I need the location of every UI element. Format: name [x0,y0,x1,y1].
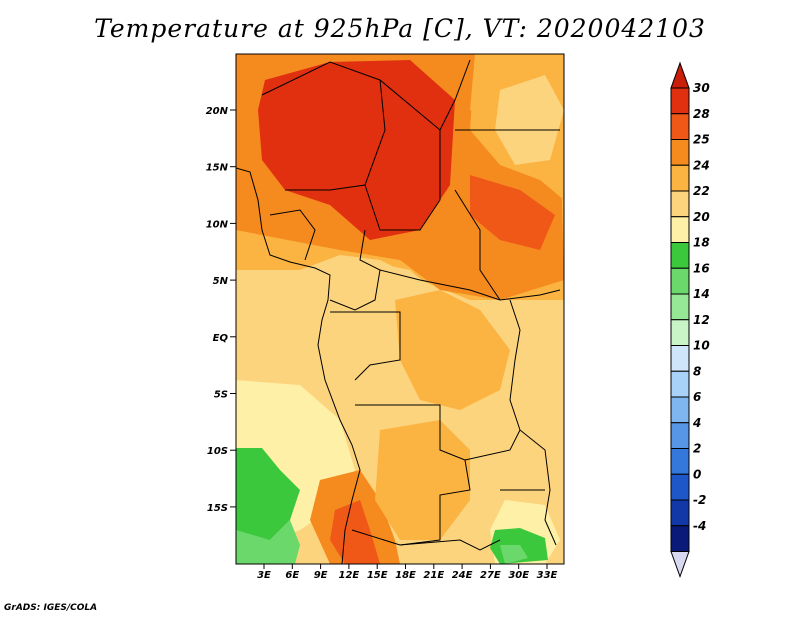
lon-tick-label: 15E [367,570,388,581]
colorbar-segment [670,525,690,552]
lat-tick-label: 10N [206,219,229,230]
lat-tick-label: 5N [213,276,229,287]
lon-tick-label: 9E [314,570,328,581]
colorbar-segment [670,190,690,218]
colorbar-segment [670,87,690,115]
colorbar-segment [670,319,690,346]
colorbar-max-arrow [670,61,690,89]
colorbar-segment [670,113,690,140]
colorbar-segment [670,473,690,501]
colorbar-segment [670,139,690,166]
lon-tick-label: 24E [452,570,473,581]
lat-tick-label: 10S [207,446,228,457]
colorbar-segment [670,293,690,321]
colorbar-label: 14 [693,287,710,301]
colorbar-min-arrow [670,551,690,578]
colorbar-segment [670,370,690,398]
colorbar-label: 30 [693,81,710,95]
map-frame [235,53,565,565]
colorbar-segment [670,499,690,527]
colorbar-segment [670,422,690,449]
temperature-field [236,54,564,564]
colorbar-label: 8 [693,364,701,378]
colorbar-label: 10 [693,339,710,353]
lat-tick-label: 20N [206,106,229,117]
latitude-axis: 20N 15N 10N 5N EQ 5S 10S 15S [206,106,236,514]
lat-tick-label: 15S [207,503,228,514]
colorbar-label: -4 [693,519,706,533]
lon-tick-label: 21E [423,570,444,581]
colorbar-segment [670,267,690,295]
lon-tick-label: 30E [508,570,529,581]
colorbar-label: 22 [693,184,710,198]
colorbar-label: -2 [693,493,706,507]
colorbar-label: 4 [692,416,701,430]
colorbar-label: 16 [693,261,710,275]
lon-tick-label: 3E [257,570,271,581]
colorbar-segment [670,345,690,372]
colorbar-label: 28 [693,107,710,121]
lon-tick-label: 12E [339,570,360,581]
colorbar-label: 2 [693,442,701,456]
longitude-axis: 3E 6E 9E 12E 15E 18E 21E 24E 27E 30E 33E [257,564,558,581]
boundaries [236,59,561,564]
lat-tick-label: 15N [206,163,229,174]
colorbar-segment [670,216,690,243]
lon-tick-label: 6E [285,570,299,581]
colorbar-label: 12 [693,313,710,327]
map-title: Temperature at 925hPa [C], VT: 202004210… [94,14,706,43]
grads-credit: GrADS: IGES/COLA [4,603,98,613]
colorbar-segment [670,396,690,424]
lon-tick-label: 27E [480,570,501,581]
colorbar-label: 18 [693,236,710,250]
colorbar-label: 25 [693,133,710,147]
colorbar-label: 0 [693,467,701,481]
lon-tick-label: 18E [395,570,416,581]
colorbar-segment [670,448,690,475]
colorbar-segment [670,242,690,269]
colorbar-label: 20 [693,210,710,224]
lon-tick-label: 33E [537,570,558,581]
colorbar-label: 6 [693,390,701,404]
lat-tick-label: 5S [214,390,228,401]
colorbar-segment [670,164,690,192]
lat-tick-label: EQ [213,333,229,344]
colorbar-label: 24 [693,158,710,172]
